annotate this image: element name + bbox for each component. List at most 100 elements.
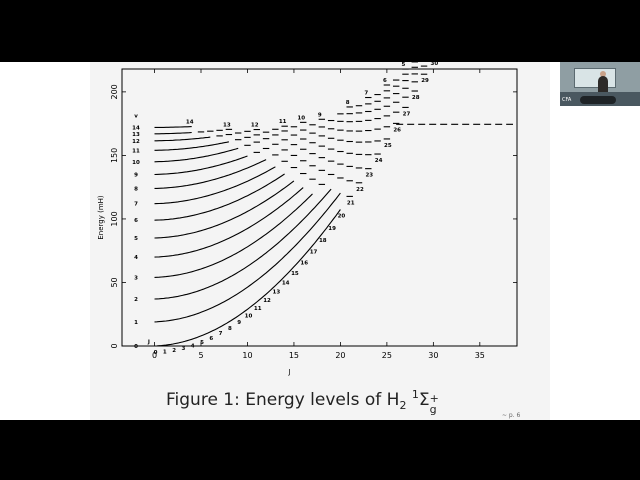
v-label: 5 xyxy=(134,236,138,242)
v-label: 10 xyxy=(132,160,140,166)
v-label: 8 xyxy=(134,186,138,192)
level-curve-v0 xyxy=(154,209,341,347)
j-label: 2 xyxy=(172,348,176,354)
j-label: 1 xyxy=(163,349,167,355)
level-curve-v3 xyxy=(154,193,313,278)
j-label: 8 xyxy=(228,326,232,332)
j-label: 22 xyxy=(356,187,364,193)
j-label: 17 xyxy=(310,250,318,256)
level-curve-v12 xyxy=(154,136,211,142)
x-tick-label: 30 xyxy=(428,351,438,360)
v-label: 2 xyxy=(134,297,138,303)
v-label: 11 xyxy=(132,148,140,154)
j-label: 26 xyxy=(393,127,401,133)
x-axis-label: J xyxy=(287,368,290,376)
figure-caption: Figure 1: Energy levels of H2 1Σ + g xyxy=(166,388,439,416)
j-label: 10 xyxy=(245,313,253,319)
y-tick-label: 0 xyxy=(110,343,119,348)
level-curve-v7 xyxy=(154,166,276,205)
webcam-audience xyxy=(580,96,616,104)
y-axis-label: Energy (mH) xyxy=(97,195,105,240)
j-label: 24 xyxy=(375,158,383,164)
caption-sigma: Σ xyxy=(418,390,430,410)
level-end-label: 11 xyxy=(279,119,287,125)
j-label: 19 xyxy=(328,226,336,232)
y-tick-label: 100 xyxy=(110,211,119,226)
chart-curves xyxy=(154,62,513,347)
j-label: 20 xyxy=(338,214,346,220)
y-tick-label: 200 xyxy=(110,84,119,99)
v-label: 9 xyxy=(134,172,138,178)
level-end-label: 5 xyxy=(402,62,406,68)
v-label: 3 xyxy=(134,275,138,281)
x-tick-label: 0 xyxy=(152,351,157,360)
j-label: 16 xyxy=(300,260,308,266)
level-curve-v1 xyxy=(154,192,341,323)
level-curve-v6 xyxy=(154,173,285,221)
v-label: 13 xyxy=(132,132,140,138)
chart-labels: 01234567891011121314v1413121110987654321… xyxy=(132,62,439,356)
webcam-thumbnail[interactable]: CFA xyxy=(560,62,640,106)
level-curve-v13 xyxy=(154,131,192,135)
j-label: 13 xyxy=(273,290,281,296)
j-label: 18 xyxy=(319,238,327,244)
j-label: 25 xyxy=(384,143,392,149)
plot-frame xyxy=(121,68,518,347)
level-end-label: 7 xyxy=(364,91,368,97)
level-end-label: 6 xyxy=(383,78,387,84)
level-end-label: 12 xyxy=(251,123,259,129)
j-label: 15 xyxy=(291,271,299,277)
j-label: 6 xyxy=(209,336,213,342)
j-label: 3 xyxy=(181,346,185,352)
j-label: 11 xyxy=(254,306,262,312)
level-curve-v2 xyxy=(154,188,332,300)
j-label: 4 xyxy=(191,343,195,349)
y-tick-label: 150 xyxy=(110,148,119,163)
caption-subscript-2: 2 xyxy=(399,399,407,412)
level-curve-v8 xyxy=(154,159,267,189)
paper-page xyxy=(90,62,550,420)
j-label: 28 xyxy=(412,95,420,101)
level-end-label: 14 xyxy=(186,120,194,126)
level-end-label: 13 xyxy=(223,122,231,128)
x-tick-label: 15 xyxy=(289,351,299,360)
v-label: 6 xyxy=(134,218,138,224)
j-label: 27 xyxy=(403,111,411,117)
j-label: 12 xyxy=(263,298,271,304)
j-label: 21 xyxy=(347,200,355,206)
level-curve-v5 xyxy=(154,180,295,239)
level-curve-v4 xyxy=(154,187,304,258)
webcam-presenter-head xyxy=(600,71,606,77)
webcam-whiteboard xyxy=(574,68,616,88)
caption-prefix: Figure 1: Energy levels of H xyxy=(166,390,400,410)
j-label: J xyxy=(147,339,150,345)
webcam-label: CFA xyxy=(562,97,572,103)
x-tick-label: 25 xyxy=(382,351,392,360)
webcam-presenter xyxy=(598,76,608,98)
level-end-label: 9 xyxy=(318,112,322,118)
level-curve-v9 xyxy=(154,155,248,176)
j-label: 9 xyxy=(237,320,241,326)
x-tick-label: 10 xyxy=(242,351,252,360)
j-label: 5 xyxy=(200,340,204,346)
j-label: 0 xyxy=(154,350,158,356)
v-label: 14 xyxy=(132,125,140,131)
corner-note: ~ p. 6 xyxy=(502,412,521,419)
caption-superscript-1: 1 xyxy=(411,388,419,401)
y-tick-label: 50 xyxy=(110,277,119,287)
j-label: 29 xyxy=(421,78,429,84)
caption-sub-g: g xyxy=(429,403,437,416)
v-label: 1 xyxy=(134,320,138,326)
v-label: 0 xyxy=(134,344,138,350)
x-tick-label: 20 xyxy=(335,351,345,360)
x-tick-label: 35 xyxy=(475,351,485,360)
j-label: 23 xyxy=(365,173,373,179)
caption-sup-plus: + xyxy=(429,392,439,405)
j-label: 30 xyxy=(431,62,439,67)
level-curve-v10 xyxy=(154,147,239,163)
j-label: 14 xyxy=(282,281,290,287)
level-end-label: 8 xyxy=(346,100,350,106)
v-label: 4 xyxy=(134,255,138,261)
